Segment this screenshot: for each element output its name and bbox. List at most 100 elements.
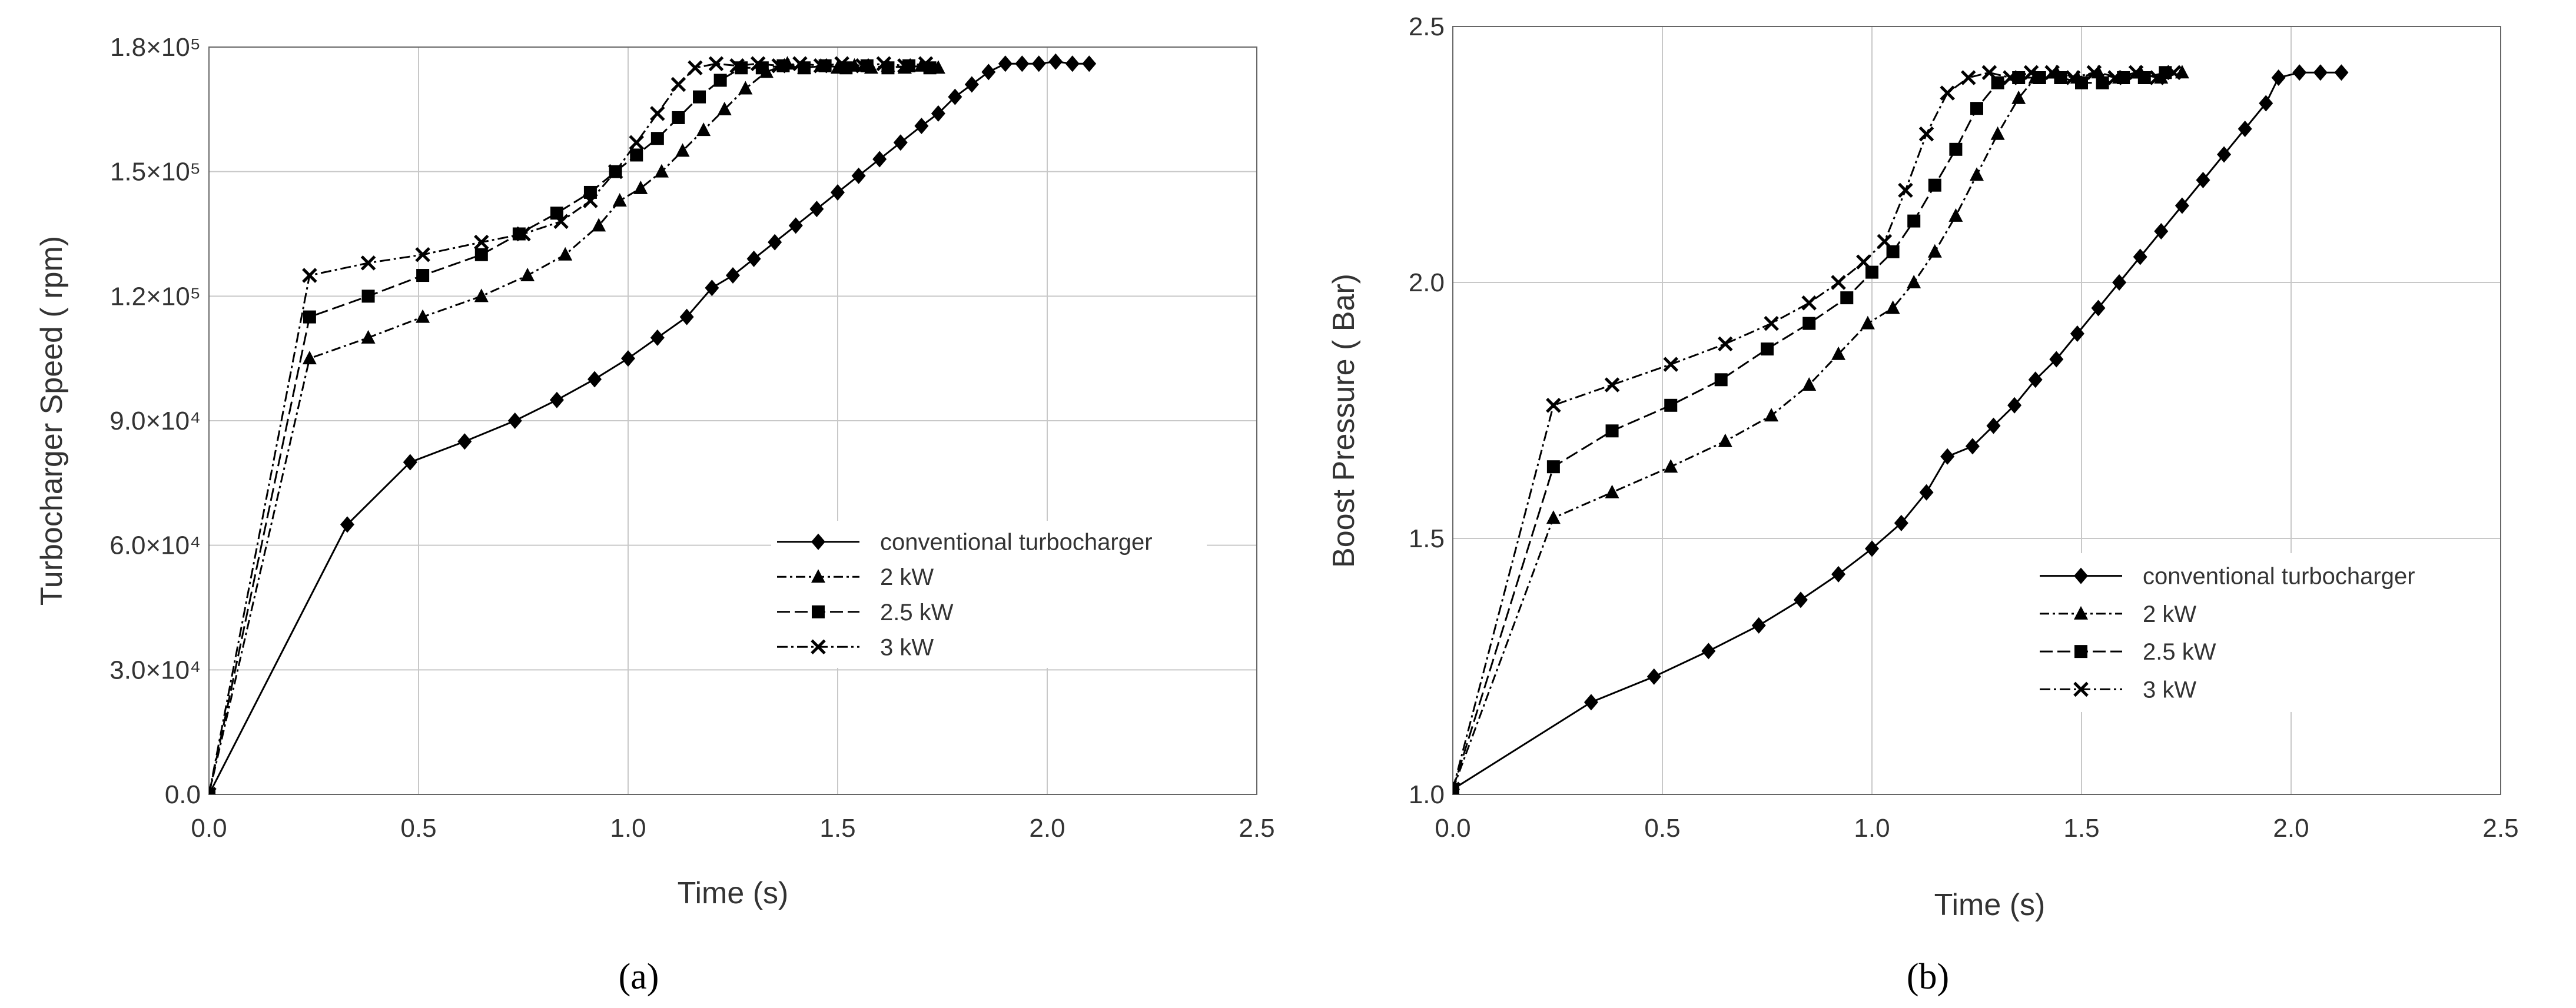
data-point [2154,223,2169,239]
chart-b-plot-frame [1452,26,2501,795]
x-tick-label: 2.5 [1239,814,1274,843]
data-point [1761,342,1774,356]
data-point [1714,373,1728,387]
data-point [813,58,829,74]
legend-label-2: 2.5 kW [2143,639,2216,665]
legend-marker-1 [2074,606,2088,620]
data-point [1646,668,1661,685]
data-point [792,56,808,71]
data-point [1949,142,1963,156]
chart-b-legend: conventional turbocharger 2 kW 2.5 kW 3 kW [2034,553,2493,712]
data-point [768,234,782,251]
data-point [1664,459,1678,473]
data-point [1960,70,1976,85]
data-point [1981,65,1997,81]
data-point [1065,55,1080,72]
data-point [893,134,908,151]
data-point [360,255,376,271]
data-point [1546,398,1561,413]
data-point [1718,336,1733,352]
data-point [592,218,606,232]
data-point [1840,291,1854,305]
data-point [855,58,871,74]
series-line-3 [209,62,926,794]
data-point [851,167,866,184]
data-point [1990,126,2005,140]
data-point [2196,172,2210,188]
legend-label-0: conventional turbocharger [880,530,1153,555]
chart-a-panel-label: (a) [619,957,659,997]
data-point [746,250,761,267]
data-point [2091,300,2106,317]
legend-marker-1 [811,569,825,583]
chart-b-series [1453,64,2349,794]
data-point [717,101,732,115]
data-point [872,151,887,168]
data-point [1919,484,1934,501]
data-point [416,309,430,323]
data-point [897,58,912,74]
data-point [726,267,740,284]
data-point [776,59,790,72]
data-point [474,248,488,261]
data-point [1802,317,1816,330]
data-point [2259,95,2273,112]
data-point [1604,377,1620,392]
data-point [1546,510,1561,524]
data-point [914,118,929,135]
data-point [507,412,522,429]
data-point [1718,433,1732,447]
data-point [1801,295,1817,311]
data-point [1031,55,1046,72]
data-point [558,247,573,261]
x-tick-label: 0.0 [1435,814,1470,843]
legend-marker-3 [2073,681,2089,697]
data-point [2313,64,2328,81]
data-point [1898,182,1913,198]
data-point [2049,351,2064,368]
data-point [876,56,892,71]
data-point [1940,85,1955,101]
legend-label-1: 2 kW [2143,601,2196,627]
x-tick-label: 1.5 [2063,814,2099,843]
y-tick-label: 0.0 [165,780,201,809]
data-point [670,76,686,92]
data-point [2007,397,2022,414]
legend-box [771,521,1207,668]
chart-b-y-axis-label: Boost Pressure ( Bar) [1327,274,1361,568]
data-point [1877,234,1893,249]
data-point [2044,65,2060,81]
data-point [1831,275,1846,290]
legend-marker-2 [2074,645,2087,658]
data-point [1948,208,1963,222]
data-point [2086,65,2102,81]
data-point [1970,167,1984,181]
data-point [2292,64,2307,81]
data-point [1764,408,1779,422]
data-point [303,310,316,324]
data-point [516,226,531,242]
data-point [675,143,690,157]
y-tick-label: 1.8×10⁵ [110,33,201,62]
data-point [1015,55,1030,72]
data-point [650,132,664,145]
data-point [209,787,217,794]
legend-box [2034,553,2493,712]
data-point [520,268,535,282]
data-point [630,148,643,162]
data-point [1831,346,1846,360]
x-tick-label: 2.0 [2273,814,2309,843]
legend-marker-0 [811,533,825,550]
data-point [550,207,563,220]
y-tick-label: 1.5 [1409,524,1445,553]
data-point [1928,178,1941,192]
data-point [1663,357,1679,372]
data-point [2112,274,2127,291]
legend-marker-2 [812,605,825,618]
legend-label-1: 2 kW [880,564,934,590]
data-point [553,214,569,229]
data-point [361,290,375,303]
series-line-0 [1453,71,2342,790]
data-point [1860,315,1875,330]
data-point [1764,315,1779,331]
